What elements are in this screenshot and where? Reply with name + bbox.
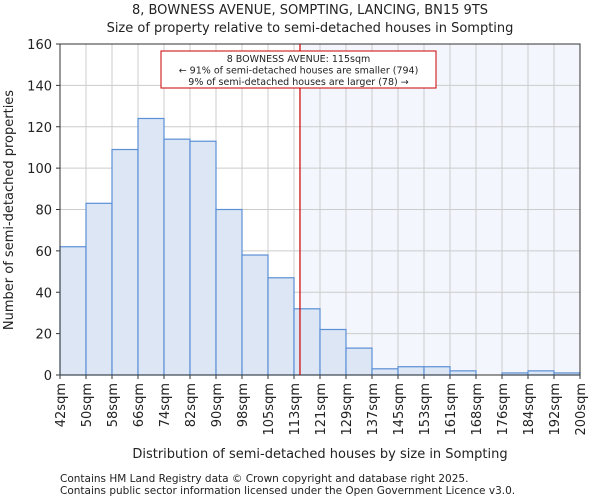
x-tick-label: 153sqm (418, 383, 433, 436)
y-tick-label: 120 (27, 121, 52, 136)
x-tick-label: 74sqm (158, 383, 173, 427)
annotation-line: 9% of semi-detached houses are larger (7… (188, 77, 408, 88)
y-tick-label: 160 (27, 38, 52, 53)
histogram-bar (423, 366, 451, 376)
histogram-bar (527, 370, 555, 376)
y-tick-label: 0 (44, 369, 52, 384)
x-tick-label: 98sqm (236, 383, 251, 427)
histogram-bar (163, 138, 191, 376)
histogram-bar (267, 277, 295, 376)
x-tick-label: 42sqm (54, 383, 69, 427)
x-tick-label: 161sqm (444, 383, 459, 436)
annotation-line: 8 BOWNESS AVENUE: 115sqm (227, 54, 371, 65)
x-tick-label: 145sqm (392, 383, 407, 436)
x-tick-label: 129sqm (340, 383, 355, 436)
x-tick-label: 168sqm (470, 383, 485, 436)
x-tick-label: 50sqm (80, 383, 95, 427)
x-tick-label: 176sqm (496, 383, 511, 436)
chart-title: 8, BOWNESS AVENUE, SOMPTING, LANCING, BN… (132, 3, 488, 18)
histogram-bar (215, 208, 243, 376)
x-tick-label: 105sqm (262, 383, 277, 436)
y-tick-label: 60 (35, 245, 52, 260)
histogram-bar (397, 366, 425, 376)
x-tick-label: 137sqm (366, 383, 381, 436)
x-tick-label: 200sqm (574, 383, 589, 436)
x-tick-label: 82sqm (184, 383, 199, 427)
x-tick-label: 58sqm (106, 383, 121, 427)
y-tick-label: 20 (35, 328, 52, 343)
annotation-line: ← 91% of semi-detached houses are smalle… (179, 66, 419, 77)
x-tick-label: 184sqm (522, 383, 537, 436)
annotation-box (160, 50, 437, 89)
x-tick-label: 90sqm (210, 383, 225, 427)
y-tick-label: 80 (35, 204, 52, 219)
y-tick-label: 140 (27, 79, 52, 94)
chart-subtitle: Size of property relative to semi-detach… (107, 21, 514, 36)
histogram-bar (371, 368, 399, 376)
histogram-bar (319, 328, 347, 376)
histogram-bar (241, 254, 269, 376)
x-tick-label: 66sqm (132, 383, 147, 427)
histogram-bar (449, 370, 477, 376)
plot-frame (59, 43, 581, 376)
y-tick-label: 40 (35, 286, 52, 301)
x-tick-label: 192sqm (548, 383, 563, 436)
histogram-bar (59, 246, 87, 376)
histogram-bar (345, 347, 373, 376)
histogram-bar (189, 140, 217, 376)
y-tick-label: 100 (27, 162, 52, 177)
x-axis-label: Distribution of semi-detached houses by … (132, 447, 507, 462)
y-axis-label: Number of semi-detached properties (2, 90, 17, 330)
x-tick-label: 121sqm (314, 383, 329, 436)
footer-line-1: Contains HM Land Registry data © Crown c… (60, 473, 468, 485)
histogram-bar (293, 308, 321, 376)
x-tick-label: 113sqm (288, 383, 303, 436)
footer-line-2: Contains public sector information licen… (60, 485, 515, 497)
histogram-bar (85, 202, 113, 376)
histogram-bar (111, 148, 139, 376)
histogram-bar (137, 117, 165, 376)
